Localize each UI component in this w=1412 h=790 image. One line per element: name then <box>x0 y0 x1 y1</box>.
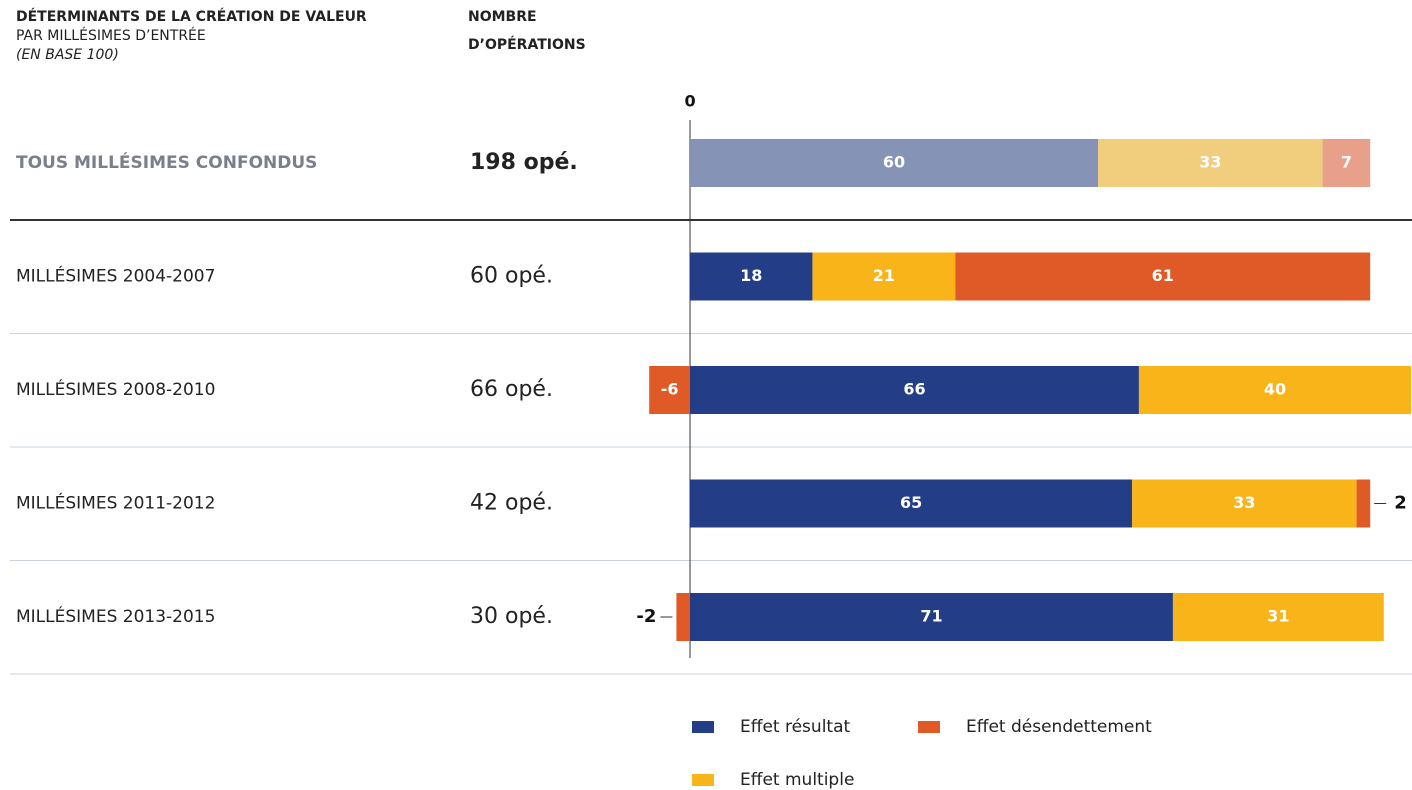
count-label: 66 opé. <box>470 377 553 402</box>
row-label: MILLÉSIMES 2008-2010 <box>16 378 215 400</box>
bar-segment <box>690 139 1099 187</box>
value-label: 33 <box>1199 153 1221 172</box>
bar-segment <box>1322 139 1371 187</box>
bar-segment <box>690 366 1139 414</box>
row-label: MILLÉSIMES 2011-2012 <box>16 492 215 514</box>
bar-segment <box>676 593 691 641</box>
row-label: MILLÉSIMES 2004-2007 <box>16 265 215 287</box>
legend-label: Effet multiple <box>740 770 854 790</box>
value-label: 21 <box>873 266 895 285</box>
value-label: -2 <box>636 606 656 627</box>
value-label: 7 <box>1341 153 1352 172</box>
count-header: NOMBRE <box>468 9 537 25</box>
bar-segment <box>812 252 956 301</box>
count-label: 30 opé. <box>470 604 553 629</box>
count-label: 198 opé. <box>470 150 578 175</box>
value-label: 18 <box>740 266 762 285</box>
legend-swatch <box>918 721 940 733</box>
legend-label: Effet résultat <box>740 717 850 737</box>
value-label: 66 <box>903 380 925 399</box>
value-label: 40 <box>1264 380 1286 399</box>
bar-segment <box>1356 479 1371 528</box>
count-header: D’OPÉRATIONS <box>468 36 586 53</box>
x-tick-label: 0 <box>684 92 695 111</box>
chart-note: (EN BASE 100) <box>16 47 119 63</box>
bar-segment <box>955 252 1371 301</box>
row-label: MILLÉSIMES 2013-2015 <box>16 605 215 627</box>
value-label: 71 <box>920 607 942 626</box>
value-label: 31 <box>1267 607 1289 626</box>
row-label: TOUS MILLÉSIMES CONFONDUS <box>16 151 317 173</box>
bar-segment <box>690 252 813 301</box>
bar-segment <box>1172 593 1384 641</box>
value-label: 61 <box>1152 266 1174 285</box>
count-label: 60 opé. <box>470 264 553 289</box>
value-label: -6 <box>661 380 679 399</box>
bar-segment <box>649 366 691 414</box>
count-label: 42 opé. <box>470 491 553 516</box>
value-label: 65 <box>900 493 922 512</box>
chart-title: DÉTERMINANTS DE LA CRÉATION DE VALEUR <box>16 8 367 25</box>
bar-segment <box>690 479 1133 528</box>
bar-segment <box>690 593 1173 641</box>
value-label: 33 <box>1233 493 1255 512</box>
value-label: 2 <box>1394 493 1407 514</box>
legend-label: Effet désendettement <box>966 717 1152 737</box>
bar-segment <box>1098 139 1323 187</box>
bar-segment <box>1132 479 1357 528</box>
chart-subtitle: PAR MILLÉSIMES D’ENTRÉE <box>16 27 206 44</box>
bar-segment <box>1138 366 1411 414</box>
value-label: 60 <box>883 153 905 172</box>
legend-swatch <box>692 721 714 733</box>
legend-swatch <box>692 774 714 786</box>
